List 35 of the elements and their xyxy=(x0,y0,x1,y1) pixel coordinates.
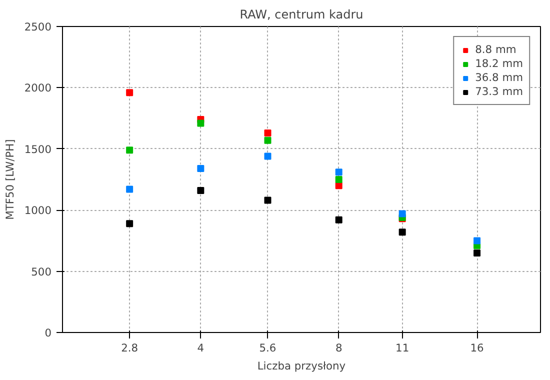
legend-label: 18.2 mm xyxy=(475,57,523,70)
point xyxy=(335,168,342,176)
legend-label: 8.8 mm xyxy=(475,43,516,56)
point xyxy=(264,152,272,160)
point xyxy=(126,186,134,193)
y-tick-label: 1500 xyxy=(24,142,52,156)
point xyxy=(126,146,134,154)
y-tick-label: 2000 xyxy=(24,82,52,95)
legend-label: 73.3 mm xyxy=(475,85,523,98)
point xyxy=(474,237,481,244)
y-axis-title: MTF50 [LW/PH] xyxy=(3,139,16,220)
chart-title: RAW, centrum kadru xyxy=(240,8,364,22)
y-tick-label: 2500 xyxy=(24,20,52,34)
point xyxy=(264,196,272,204)
x-tick-label: 5.6 xyxy=(259,342,276,354)
point xyxy=(264,129,272,136)
x-tick-label: 8 xyxy=(335,342,342,354)
y-tick-label: 0 xyxy=(44,326,52,340)
y-tick-label: 1000 xyxy=(24,204,52,218)
point xyxy=(335,216,342,224)
x-tick-label: 2.8 xyxy=(121,342,138,354)
point xyxy=(197,120,204,127)
point xyxy=(197,187,204,194)
x-tick-label: 11 xyxy=(396,342,410,354)
point xyxy=(197,164,204,172)
point xyxy=(126,220,134,228)
x-axis-title: Liczba przysłony xyxy=(257,360,346,372)
point xyxy=(474,249,481,256)
y-tick-label: 500 xyxy=(31,265,52,278)
point xyxy=(264,136,272,144)
x-tick-label: 16 xyxy=(470,342,484,354)
point xyxy=(335,176,342,183)
point xyxy=(126,89,134,96)
x-tick-label: 4 xyxy=(197,342,204,354)
legend-label: 36.8 mm xyxy=(475,71,523,84)
